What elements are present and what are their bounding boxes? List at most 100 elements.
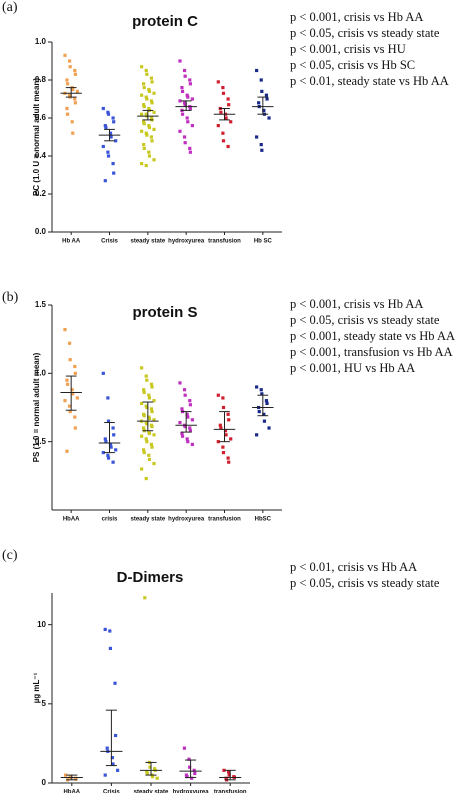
data-point xyxy=(71,392,75,396)
data-point xyxy=(219,426,223,430)
data-point xyxy=(150,425,154,429)
data-point xyxy=(182,388,187,392)
data-point xyxy=(188,82,192,86)
data-point xyxy=(229,120,233,124)
panel-label: (c) xyxy=(2,548,18,563)
data-point xyxy=(140,366,144,370)
data-point xyxy=(71,131,75,135)
x-tick-label: HbAA xyxy=(63,790,80,793)
data-point xyxy=(183,425,187,429)
data-point xyxy=(182,101,187,105)
data-point xyxy=(140,467,144,471)
data-point xyxy=(65,106,69,111)
data-point xyxy=(183,103,187,107)
y-axis-label: PS (1.0 = normal adult mean) xyxy=(32,352,41,462)
data-point xyxy=(144,476,148,481)
data-point xyxy=(182,135,187,139)
data-point xyxy=(262,108,266,112)
x-tick-label: steady state xyxy=(130,517,165,523)
y-tick-label: 5 xyxy=(42,699,47,708)
data-point xyxy=(111,762,115,766)
data-point xyxy=(188,106,192,111)
data-point xyxy=(152,433,156,437)
panel-label: (a) xyxy=(2,0,18,15)
y-tick-label: 10 xyxy=(37,620,46,629)
data-point xyxy=(147,396,152,400)
chart-title: protein C xyxy=(132,13,198,30)
data-point xyxy=(75,396,79,400)
data-point xyxy=(108,629,112,633)
data-point xyxy=(114,448,118,452)
data-point xyxy=(149,135,154,139)
data-point xyxy=(152,418,156,422)
data-point xyxy=(259,78,263,82)
data-point xyxy=(142,414,146,418)
data-point xyxy=(142,388,146,392)
data-point xyxy=(111,460,115,464)
data-point xyxy=(145,72,149,76)
data-point xyxy=(148,765,152,769)
x-tick-label: Crisis xyxy=(101,239,118,245)
data-point xyxy=(259,388,263,392)
data-point xyxy=(149,407,154,411)
data-point xyxy=(227,418,231,422)
data-point xyxy=(257,410,261,414)
data-point xyxy=(68,410,72,414)
data-point xyxy=(188,429,192,433)
data-point xyxy=(221,91,226,95)
data-point xyxy=(73,68,77,73)
data-point xyxy=(257,101,261,105)
annotation: p < 0.05, crisis vs steady state xyxy=(290,576,440,590)
data-point xyxy=(265,401,269,405)
data-point xyxy=(147,393,151,397)
data-point xyxy=(222,768,226,772)
data-point xyxy=(65,449,69,453)
x-tick-label: Hb AA xyxy=(62,239,81,245)
data-point xyxy=(74,777,78,781)
data-point xyxy=(178,420,182,425)
data-point xyxy=(188,426,192,430)
data-point xyxy=(152,110,156,114)
data-point xyxy=(114,139,118,143)
data-point xyxy=(63,53,67,57)
data-point xyxy=(180,407,184,411)
data-point xyxy=(147,154,152,158)
data-point xyxy=(106,396,110,400)
data-point xyxy=(147,431,152,436)
x-tick-label: transfusion xyxy=(214,790,247,793)
data-point xyxy=(106,419,111,423)
data-point xyxy=(103,179,107,183)
data-point xyxy=(106,110,110,114)
data-point xyxy=(103,437,107,441)
data-point xyxy=(145,771,149,776)
data-point xyxy=(221,131,225,135)
data-point xyxy=(103,773,107,777)
annotation: p < 0.001, crisis vs HU xyxy=(290,42,406,56)
data-point xyxy=(110,756,114,760)
data-point xyxy=(106,456,111,460)
data-point xyxy=(64,773,68,777)
data-point xyxy=(108,442,113,446)
x-tick-label: transfusion xyxy=(208,239,241,245)
data-point xyxy=(186,440,190,444)
data-point xyxy=(71,87,75,92)
data-point xyxy=(182,746,186,750)
data-point xyxy=(193,771,197,776)
data-point xyxy=(140,162,144,166)
x-tick-label: hydroxyurea xyxy=(168,517,205,523)
y-tick-label: 1.5 xyxy=(35,300,47,309)
data-point xyxy=(180,112,185,116)
data-point xyxy=(70,388,74,392)
data-point xyxy=(224,116,228,120)
data-point xyxy=(68,65,72,69)
y-tick-label: 0.8 xyxy=(35,75,47,84)
data-point xyxy=(144,68,148,73)
data-point xyxy=(178,381,182,385)
data-point xyxy=(111,116,115,120)
data-point xyxy=(260,89,264,93)
annotation: p < 0.05, crisis vs steady state xyxy=(290,313,440,327)
data-point xyxy=(147,87,151,92)
data-point xyxy=(227,770,231,774)
data-point xyxy=(149,76,154,80)
data-point xyxy=(178,129,182,133)
